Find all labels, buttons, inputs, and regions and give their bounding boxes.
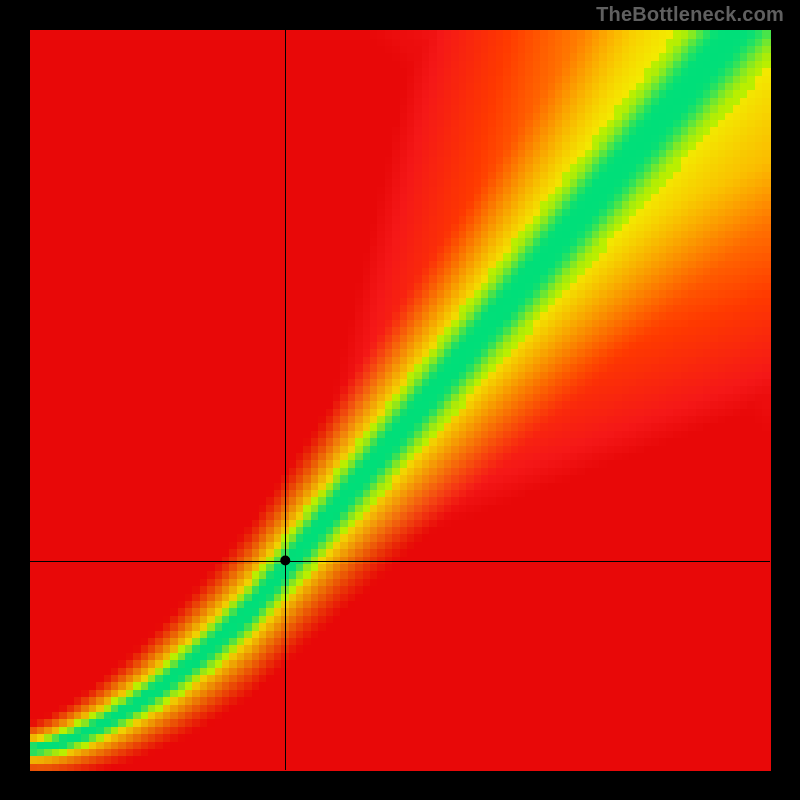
attribution-text: TheBottleneck.com	[596, 4, 784, 27]
chart-container: TheBottleneck.com	[0, 0, 800, 800]
heatmap-canvas	[0, 0, 800, 800]
